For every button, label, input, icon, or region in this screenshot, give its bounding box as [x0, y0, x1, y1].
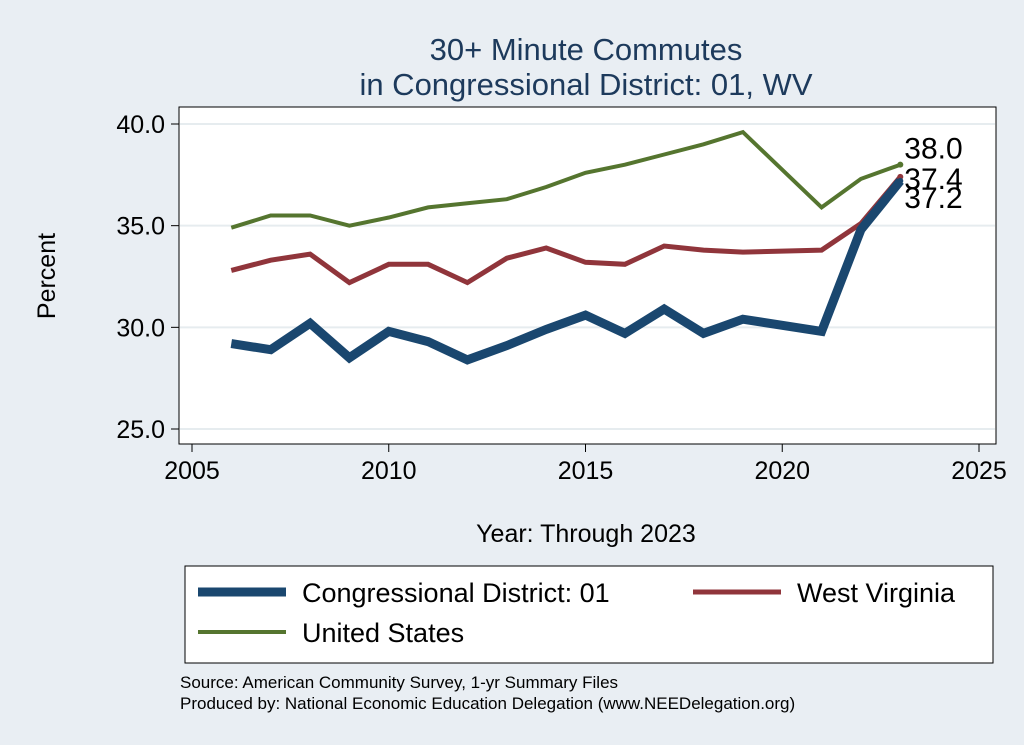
legend-label-2: United States	[302, 618, 464, 648]
end-label-2: 38.0	[904, 133, 962, 166]
x-tick-label: 2020	[754, 457, 810, 485]
series-line-2	[230, 129, 901, 230]
legend-label-1: West Virginia	[797, 578, 956, 608]
end-labels: 37.237.438.0	[904, 133, 962, 215]
series-lines	[230, 129, 904, 365]
series-end-marker	[897, 161, 904, 168]
end-label-1: 37.4	[904, 163, 962, 196]
y-tick-label: 35.0	[116, 213, 165, 241]
producer-note: Produced by: National Economic Education…	[180, 694, 795, 713]
legend-label-0: Congressional District: 01	[302, 578, 610, 608]
chart-title-line-2: in Congressional District: 01, WV	[359, 67, 812, 102]
y-tick-label: 25.0	[116, 416, 165, 444]
plot-area	[178, 106, 997, 445]
x-tick-label: 2015	[558, 457, 614, 485]
axes: 25.0 30.0 35.0 40.0 2005 2010 2015 2020 2025	[116, 107, 1007, 485]
legend-box	[184, 565, 994, 664]
x-tick-label: 2005	[164, 457, 220, 485]
x-tick-label: 2010	[361, 457, 417, 485]
legend: Congressional District: 01 West Virginia U…	[198, 578, 956, 648]
y-tick-label: 30.0	[116, 314, 165, 342]
series-line-1	[230, 175, 903, 286]
x-tick-label: 2025	[951, 457, 1007, 485]
x-axis-title: Year: Through 2023	[476, 520, 696, 548]
source-note: Source: American Community Survey, 1-yr …	[180, 673, 618, 692]
y-axis-title: Percent	[33, 233, 61, 319]
chart-title-line-1: 30+ Minute Commutes	[430, 32, 743, 67]
series-end-marker	[897, 177, 904, 184]
series-line-0	[230, 178, 904, 365]
y-tick-label: 40.0	[116, 111, 165, 139]
end-label-0: 37.2	[904, 182, 962, 215]
